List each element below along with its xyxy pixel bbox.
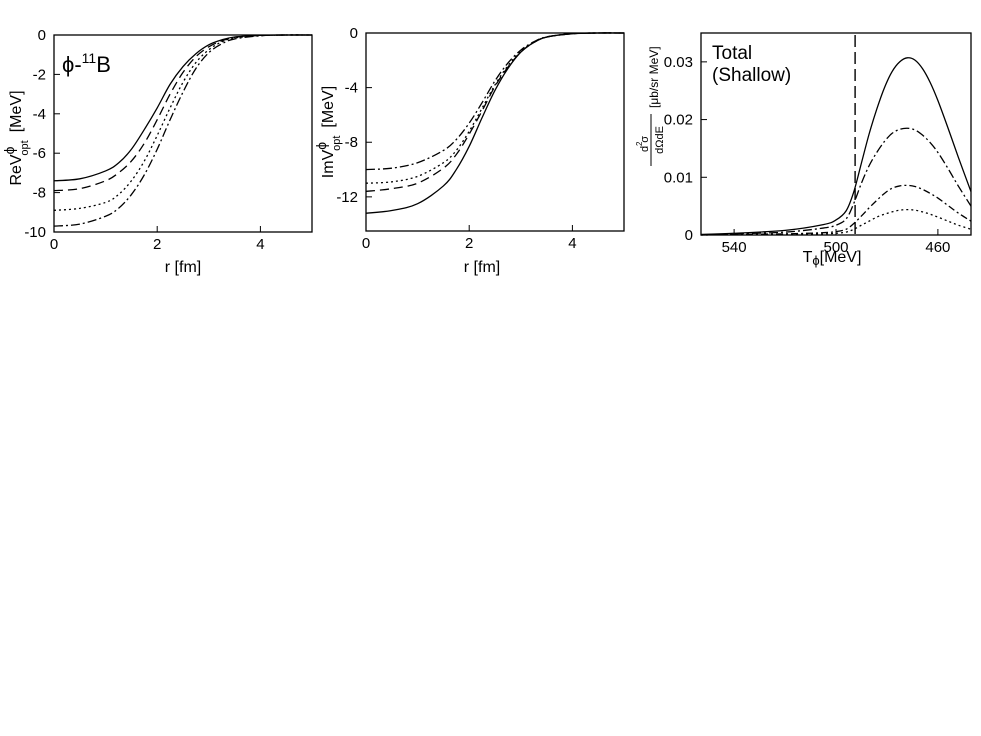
y-tick-label: 0.02 — [664, 112, 693, 129]
y-axis-label: ImVϕ opt[MeV] — [313, 86, 343, 178]
panel-cross-section: 540 500 460 0 0.01 0.02 0.03 Total (Shallow) T… — [635, 32, 972, 268]
y-tick-label: 0 — [38, 27, 46, 44]
series-line-dash-dot-2 — [700, 184, 972, 236]
svg-text:[μb/sr MeV]: [μb/sr MeV] — [647, 46, 661, 108]
y-tick-label: -8 — [345, 134, 358, 151]
y-tick-label: -8 — [33, 185, 46, 202]
tick-group: 0 2 4 0 -2 -4 -6 -8 -10 — [24, 27, 264, 253]
x-axis-label: r [fm] — [464, 259, 500, 276]
y-axis-label: d σ 2 dΩdE [μb/sr MeV] — [635, 46, 666, 166]
svg-text:dΩdE: dΩdE — [654, 126, 666, 154]
series-line-solid — [365, 32, 625, 214]
panel-annotation-line-1: Total — [712, 43, 752, 64]
series-line-dashed — [365, 32, 625, 193]
series-line-dashed — [53, 34, 313, 192]
x-tick-label: 4 — [256, 236, 264, 253]
y-tick-label: -6 — [33, 145, 46, 162]
plot-frame — [365, 32, 625, 232]
x-axis-label: Tϕ[MeV] — [803, 249, 862, 268]
series-line-dash-dot — [365, 32, 625, 171]
y-tick-label: 0 — [685, 227, 693, 244]
y-tick-label: -4 — [33, 106, 46, 123]
y-tick-label: -12 — [336, 189, 358, 206]
x-axis-label: r [fm] — [165, 259, 201, 276]
series-line-dash-dot — [53, 34, 313, 227]
x-tick-label: 4 — [568, 235, 576, 252]
series-line-dotted — [365, 32, 625, 184]
curve-group — [365, 32, 625, 214]
panel-real-potential: 0 2 4 0 -2 -4 -6 -8 -10 ϕ-11B r [fm] ReVϕ opt[MeV… — [1, 27, 313, 276]
y-axis-label: ReVϕ opt[MeV] — [1, 90, 31, 185]
y-tick-label: 0.01 — [664, 169, 693, 186]
y-tick-label: -10 — [24, 224, 46, 241]
tick-group: 540 500 460 0 0.01 0.02 0.03 — [664, 54, 951, 256]
x-tick-label: 0 — [362, 235, 370, 252]
y-tick-label: -4 — [345, 80, 358, 97]
y-tick-label: -2 — [33, 66, 46, 83]
curve-group — [700, 57, 972, 236]
x-tick-label: 460 — [925, 239, 950, 256]
x-tick-label: 500 — [823, 239, 848, 256]
panel-imaginary-potential: 0 2 4 0 -4 -8 -12 r [fm] ImVϕ opt[MeV] — [313, 25, 625, 276]
y-tick-label: 0 — [350, 25, 358, 42]
x-tick-label: 540 — [722, 239, 747, 256]
svg-text:2: 2 — [635, 141, 644, 146]
svg-text:d σ: d σ — [639, 136, 651, 152]
x-tick-label: 0 — [50, 236, 58, 253]
tick-group: 0 2 4 0 -4 -8 -12 — [336, 25, 576, 252]
plot-frame — [53, 34, 313, 233]
x-tick-label: 2 — [153, 236, 161, 253]
series-line-dotted — [700, 208, 972, 236]
panel-annotation: ϕ-11B — [62, 50, 111, 77]
x-tick-label: 2 — [465, 235, 473, 252]
series-line-dash-dot — [700, 127, 972, 236]
series-line-solid — [700, 57, 972, 236]
figure: 0 2 4 0 -2 -4 -6 -8 -10 ϕ-11B r [fm] ReVϕ opt[MeV… — [1, 25, 972, 276]
curve-group — [53, 34, 313, 227]
y-tick-label: 0.03 — [664, 54, 693, 71]
panel-annotation-line-2: (Shallow) — [712, 65, 791, 86]
